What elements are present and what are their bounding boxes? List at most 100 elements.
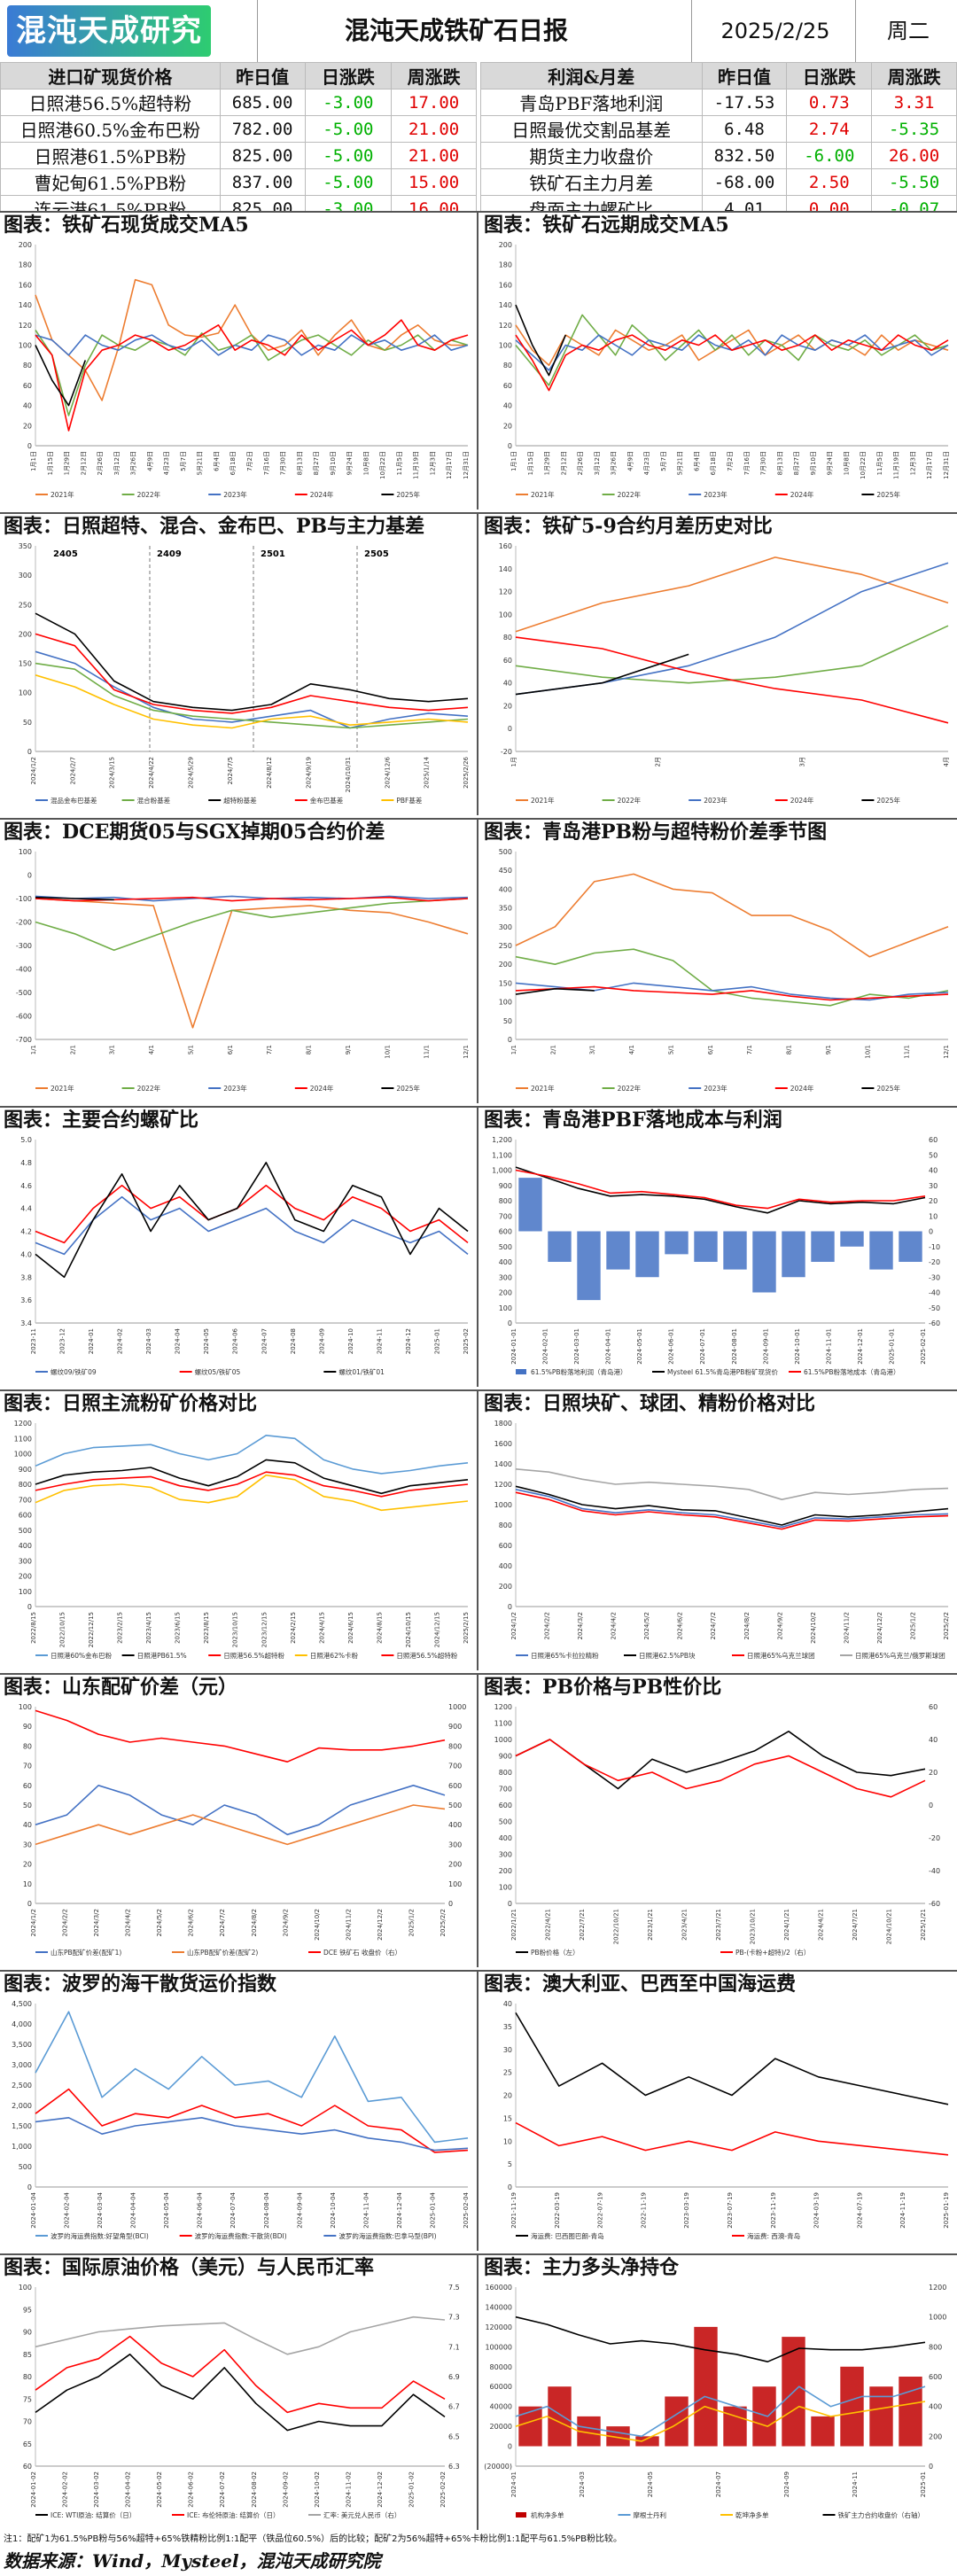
x-tick-label: 2023/2/15: [117, 1612, 124, 1644]
y-tick-label: 40: [503, 680, 512, 688]
x-tick-label: 6月4日: [693, 451, 700, 471]
series-line: [35, 895, 469, 902]
bar-mark: [899, 1231, 922, 1262]
table-row: 期货主力收盘价 832.50 -6.00 26.00: [480, 142, 957, 169]
x-tick-label: 2024/1/2: [510, 1612, 517, 1639]
y-tick-label: 80: [503, 362, 512, 370]
data-source: 数据来源：Wind，Mysteel，混沌天成研究院: [4, 2550, 381, 2572]
y2-tick-label: -10: [929, 1243, 940, 1251]
contract-annotation: 2501: [261, 549, 285, 559]
bar-mark: [635, 1231, 659, 1278]
x-tick-label: 11月5日: [876, 451, 883, 475]
legend-label: 混品金布巴基差: [51, 796, 97, 805]
series-line: [35, 2011, 469, 2144]
y-tick-label: 5: [508, 2160, 512, 2168]
row-divider: [0, 1970, 957, 1972]
x-tick-label: 2024-08: [290, 1328, 297, 1354]
series-line: [35, 345, 87, 407]
y-tick-label: 0: [27, 2183, 32, 2191]
x-tick-label: 2022/1/21: [510, 1909, 517, 1941]
x-tick-label: 2025-02-01: [920, 1328, 927, 1365]
x-tick-label: 6/1: [227, 1045, 234, 1055]
table-header-row: 利润&月差 昨日值 日涨跌 周涨跌: [480, 62, 957, 89]
y-tick-label: 140: [499, 301, 512, 309]
x-tick-label: 7月16日: [743, 451, 751, 475]
y-tick-label: 800: [499, 1521, 512, 1529]
y-tick-label: 500: [19, 1527, 32, 1535]
x-tick-label: 2024-09: [318, 1328, 325, 1354]
report-header: 混沌天成研究院 混沌天成铁矿石日报 2025/2/25 周二: [0, 0, 957, 100]
y-tick-label: 0: [27, 748, 32, 756]
x-tick-label: 2024-04-01: [605, 1328, 612, 1365]
x-tick-label: 2024/2/7: [69, 757, 76, 784]
legend-label: 波罗的海运费指数:好望角型(BCI): [51, 2231, 149, 2240]
y-tick-label: 35: [503, 2023, 512, 2031]
x-tick-label: 2024-10: [347, 1328, 354, 1354]
chart-title: 图表：PB价格与PB性价比: [484, 1676, 722, 1699]
chart-title: 图表：DCE期货05与SGX掉期05合约价差: [4, 821, 385, 844]
y-tick-label: 0: [27, 442, 32, 450]
x-tick-label: 2025-01-04: [429, 2191, 436, 2228]
y-tick-label: 400: [499, 885, 512, 893]
x-tick-label: 4月: [943, 757, 950, 767]
x-tick-label: 5/1: [667, 1045, 674, 1055]
x-tick-label: 2023/10/15: [232, 1612, 239, 1647]
column-header: 昨日值: [701, 62, 788, 89]
x-tick-label: 2022/4/21: [545, 1909, 552, 1941]
series-line: [515, 314, 949, 386]
chart-panel-c16: 图表：主力多头净持仓 (20000) 0 20000 40000 60000 80000 10…: [480, 2255, 957, 2530]
x-tick-label: 2024-10-02: [314, 2471, 321, 2508]
series-line: [35, 1804, 446, 1846]
x-tick-label: 2023/7/21: [715, 1909, 722, 1941]
y-tick-label: 200: [499, 961, 512, 969]
y-tick-label: 120: [499, 588, 512, 596]
y-tick-label: 100: [499, 999, 512, 1007]
series-line: [515, 324, 949, 366]
cell-day: -5.00: [304, 168, 393, 196]
chart-panel-c11: 图表：山东配矿价差（元） 0 10 20 30 40 50 60 70 80 90 100 0 100 20…: [0, 1675, 477, 1967]
x-tick-label: 9月24日: [827, 451, 834, 475]
y-tick-label: 1800: [494, 1420, 512, 1428]
y2-tick-label: 20: [929, 1769, 938, 1777]
y-tick-label: 4.8: [20, 1159, 32, 1167]
y-tick-label: 2,000: [12, 2102, 32, 2110]
series-line: [35, 2315, 446, 2355]
series-line: [35, 612, 469, 712]
series-line: [515, 304, 567, 377]
x-tick-label: 2月12日: [560, 451, 567, 475]
chart-panel-c8: 图表：青岛港PBF落地成本与利润 0 100 200 300 400 500 600 700 80…: [480, 1108, 957, 1387]
x-tick-label: 12月17日: [926, 451, 933, 479]
y-tick-label: 0: [508, 1319, 512, 1327]
x-tick-label: 2022-11-19: [640, 2192, 647, 2229]
x-tick-label: 2024/7/21: [852, 1909, 859, 1941]
x-tick-label: 2024-09-01: [762, 1328, 769, 1365]
bar-mark: [723, 1231, 747, 1270]
x-tick-label: 1月1日: [30, 451, 37, 471]
y2-tick-label: 7.3: [448, 2314, 460, 2322]
table-row: 日照港56.5%超特粉 685.00 -3.00 17.00: [0, 89, 477, 116]
y2-tick-label: 60: [929, 1703, 938, 1711]
report-title: 混沌天成铁矿石日报: [344, 16, 568, 45]
y-tick-label: 300: [19, 1557, 32, 1565]
x-tick-label: 7月30日: [760, 451, 767, 475]
y-tick-label: 15: [503, 2114, 512, 2122]
legend-label: PB-(卡粉+超特)/2（右）: [735, 1948, 810, 1957]
series-line: [35, 898, 469, 1029]
chart-canvas: 0 50 100 150 200 250 300 350 2024/1/2 2024/2/7 202…: [19, 542, 470, 805]
y-tick-label: 200: [19, 241, 32, 249]
x-tick-label: 4月9日: [626, 451, 634, 471]
x-tick-label: 1月: [510, 757, 517, 767]
chart-canvas: -700 -600 -500 -400 -300 -200 -100 0 100 1/1 2/1 3/…: [16, 848, 470, 1093]
x-tick-label: 12月31日: [463, 451, 470, 479]
y-tick-label: 800: [19, 1481, 32, 1489]
cell-value: 832.50: [701, 142, 788, 169]
y-tick-label: 140: [19, 301, 32, 309]
legend-label: 2024年: [310, 490, 334, 499]
x-tick-label: 2024/6/15: [347, 1612, 354, 1644]
y-tick-label: 180: [19, 261, 32, 269]
y-tick-label: 60: [503, 657, 512, 665]
bar-mark: [811, 1231, 835, 1262]
footnote: 注1：配矿1为61.5%PB粉与56%超特+65%铁精粉比例1:1配平（铁品位6…: [4, 2534, 623, 2544]
y-tick-label: 400: [499, 1834, 512, 1842]
y2-tick-label: 500: [448, 1802, 462, 1809]
